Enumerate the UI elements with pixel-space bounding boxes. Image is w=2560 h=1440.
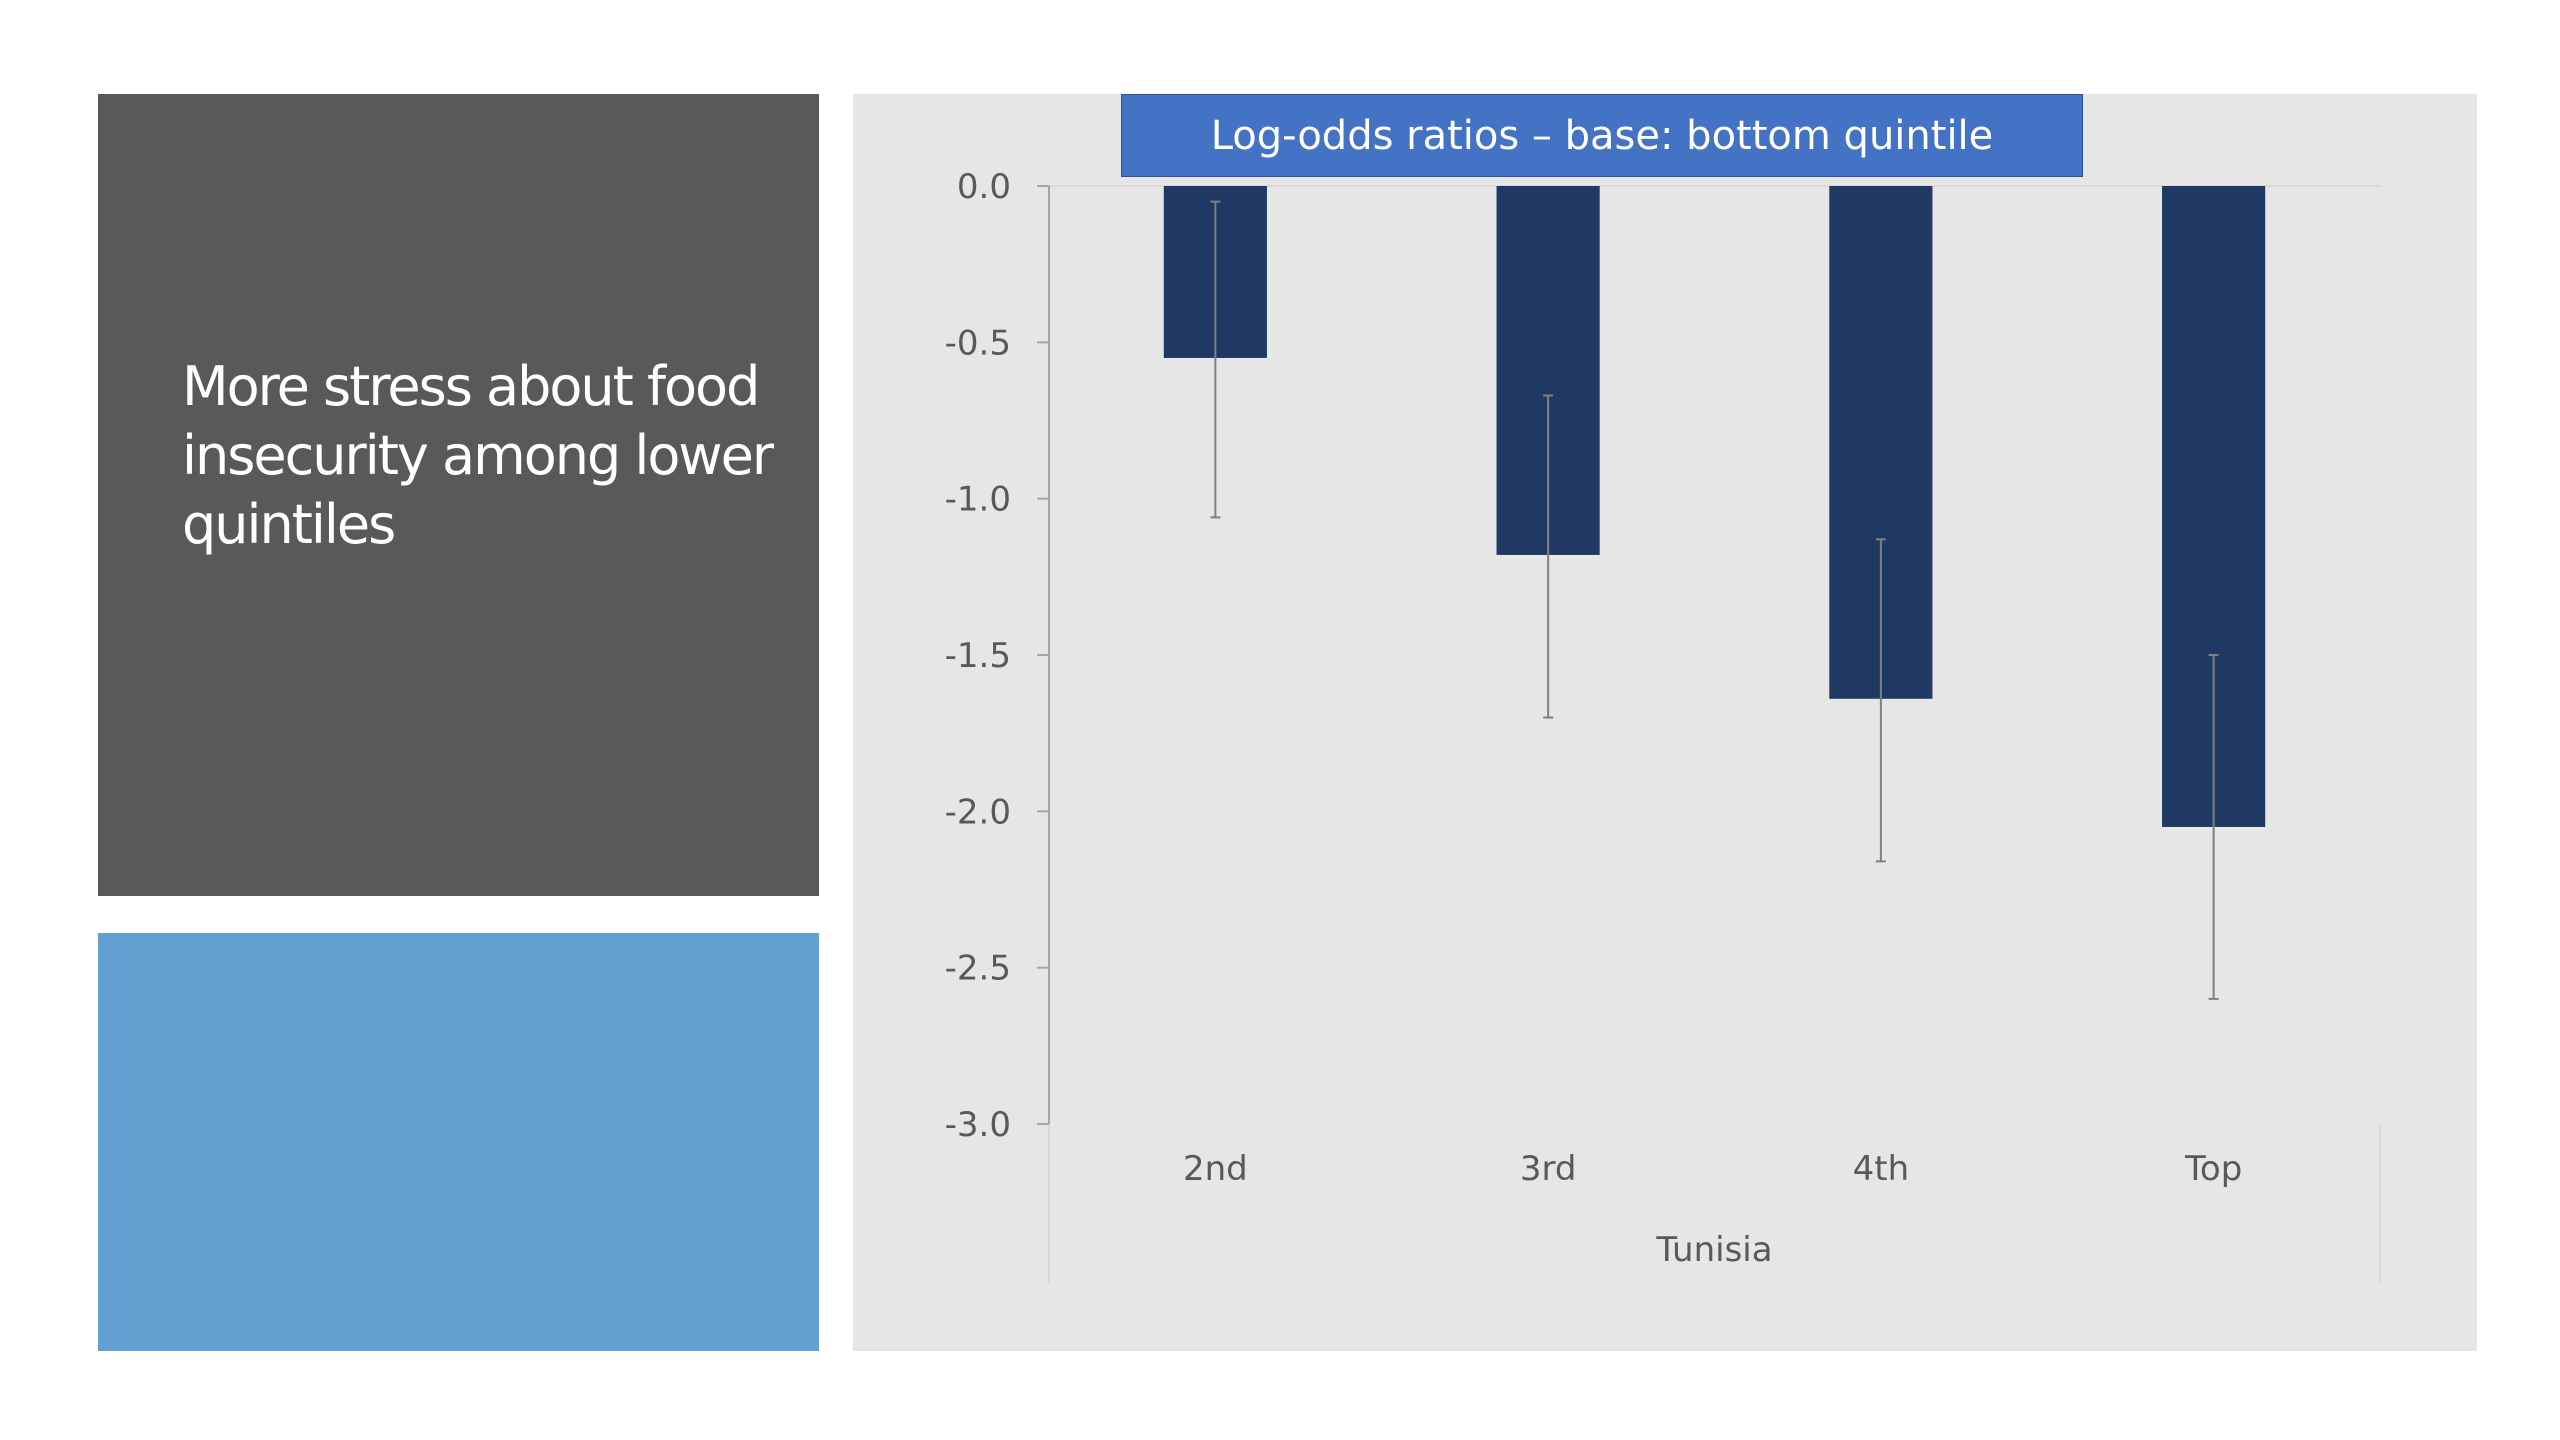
y-tick-label: -1.5: [945, 636, 1011, 676]
x-tick-label: 3rd: [1520, 1149, 1577, 1189]
y-tick-label: -1.0: [945, 480, 1011, 520]
label-layer: 0.0 -0.5 -1.0 -1.5 -2.0 -2.5 -3.0 2nd 3rd 4th Top T…: [945, 167, 2243, 1270]
y-tick-label: 0.0: [957, 167, 1011, 207]
slide-title: More stress about food insecurity among …: [182, 355, 774, 556]
error-bar-layer: [1210, 200, 2219, 1000]
bar-layer: [1163, 186, 2266, 827]
y-tick-label: -2.5: [945, 949, 1011, 989]
accent-panel: [98, 933, 819, 1351]
x-tick-label: 4th: [1853, 1149, 1910, 1189]
y-tick-label: -0.5: [945, 323, 1011, 363]
group-label: Tunisia: [1655, 1230, 1772, 1270]
x-tick-label: Top: [2184, 1149, 2242, 1189]
y-tick-label: -3.0: [945, 1105, 1011, 1145]
axis-layer: [1037, 185, 2381, 1283]
y-tick-label: -2.0: [945, 792, 1011, 832]
x-tick-label: 2nd: [1183, 1149, 1248, 1189]
title-panel: More stress about food insecurity among …: [98, 94, 819, 896]
chart-title: Log-odds ratios – base: bottom quintile: [1121, 94, 2083, 177]
